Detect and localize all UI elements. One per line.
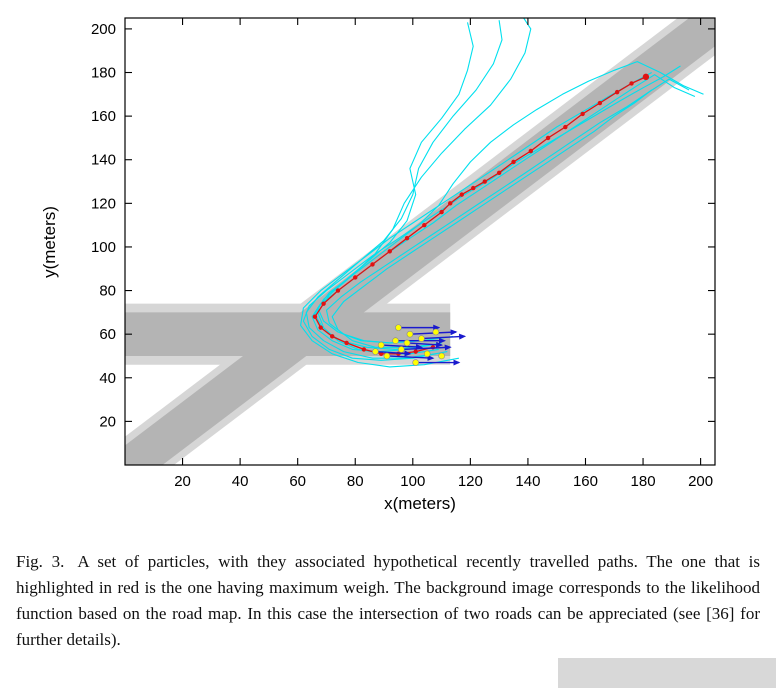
particle-path-3: [305, 20, 503, 359]
trajectory-layer: [300, 18, 704, 368]
max-weight-path-marker: [344, 340, 349, 346]
particle-dot: [406, 330, 414, 338]
max-weight-path-marker: [563, 124, 568, 130]
x-axis-label: x(meters): [384, 494, 456, 513]
x-tick-label: 200: [688, 473, 713, 490]
y-tick-label: 120: [91, 195, 116, 212]
particle-path-9: [331, 89, 653, 348]
max-weight-path-marker: [496, 170, 502, 176]
max-weight-path-marker: [471, 185, 476, 191]
figure-caption: Fig. 3. A set of particles, with they ass…: [16, 549, 760, 653]
max-weight-path-marker: [580, 111, 585, 117]
y-tick-label: 20: [99, 413, 116, 430]
y-tick-label: 140: [91, 152, 116, 169]
max-weight-path-marker: [312, 314, 318, 319]
x-tick-label: 100: [400, 473, 425, 490]
diagonal-road-dark: [125, 18, 715, 465]
y-tick-label: 160: [91, 108, 116, 125]
max-weight-path-marker: [614, 89, 620, 95]
max-weight-path-marker: [370, 262, 375, 267]
max-weight-path-marker: [528, 148, 534, 154]
max-weight-path-marker: [321, 301, 326, 306]
x-tick-label: 140: [515, 473, 540, 490]
max-weight-path-marker: [361, 347, 367, 352]
max-weight-path-marker: [330, 334, 335, 339]
scan-artifact-box: [558, 658, 776, 688]
particle-dot: [403, 339, 411, 347]
y-tick-label: 80: [99, 283, 116, 300]
figure-caption-text: A set of particles, with they associated…: [16, 552, 760, 649]
particle-vector-8: [375, 350, 412, 357]
particle-path-6: [325, 78, 690, 344]
x-tick-label: 80: [347, 473, 364, 490]
x-tick-label: 120: [458, 473, 483, 490]
max-weight-path-marker: [597, 100, 603, 106]
max-weight-path-marker: [387, 249, 392, 254]
max-weight-path-marker: [482, 179, 487, 184]
max-weight-path-marker: [413, 349, 418, 354]
axes-layer: 20 40 60 80 100 120 140 160 180 200 20 40 60 80 100 120…: [91, 17, 716, 490]
particle-dot: [377, 341, 385, 349]
max-weight-path-marker: [439, 209, 444, 215]
y-tick-label: 40: [99, 370, 116, 387]
max-weight-path-marker: [448, 201, 453, 206]
x-tick-label: 60: [289, 473, 306, 490]
particle-dot: [412, 359, 419, 366]
max-weight-path-marker: [511, 159, 516, 165]
figure-plot: 20 40 60 80 100 120 140 160 180 200 20 40 60 80 100 120…: [40, 17, 716, 513]
particle-path-5: [317, 61, 704, 344]
particle-dot: [372, 348, 379, 355]
max-weight-path-marker: [422, 222, 427, 228]
particle-path-7: [300, 72, 652, 368]
max-weight-path-marker: [404, 236, 410, 241]
particle-path-8: [317, 18, 532, 355]
particle-vector-10: [407, 341, 444, 348]
max-weight-path-marker: [629, 81, 634, 86]
y-tick-label: 200: [91, 21, 116, 38]
particle-vector-9: [421, 333, 467, 340]
x-tick-label: 20: [174, 473, 191, 490]
particle-dot: [418, 335, 425, 342]
particle-dot: [392, 337, 399, 345]
x-tick-label: 160: [573, 473, 598, 490]
x-tick-label: 40: [232, 473, 249, 490]
max-weight-path-marker: [642, 73, 650, 81]
particle-dot: [383, 352, 391, 360]
max-weight-path-marker: [335, 288, 341, 293]
max-weight-path-marker: [318, 325, 323, 330]
particle-dot: [432, 328, 440, 336]
particle-dot: [423, 350, 431, 358]
x-tick-label: 180: [631, 473, 656, 490]
y-tick-label: 180: [91, 65, 116, 82]
axis-box: [124, 17, 716, 466]
max-weight-path-marker: [459, 192, 464, 197]
y-tick-label: 100: [91, 239, 116, 256]
max-weight-path-marker: [430, 345, 436, 350]
particle-vector-3: [386, 354, 435, 361]
max-weight-path-marker: [353, 275, 358, 280]
particle-plot-svg: 20 40 60 80 100 120 140 160 180 200 20 40 60 80 100 120…: [40, 17, 716, 513]
particle-path-2: [302, 65, 681, 361]
road-layer: [125, 18, 715, 465]
particle-path-1: [311, 74, 696, 353]
figure-caption-label: Fig. 3.: [16, 552, 65, 571]
particle-dot: [395, 324, 402, 331]
max-weight-path-marker: [545, 135, 551, 141]
particle-dot: [438, 352, 445, 360]
y-axis-label: y(meters): [40, 206, 59, 278]
y-tick-label: 60: [99, 326, 116, 343]
particle-dot: [397, 346, 405, 353]
